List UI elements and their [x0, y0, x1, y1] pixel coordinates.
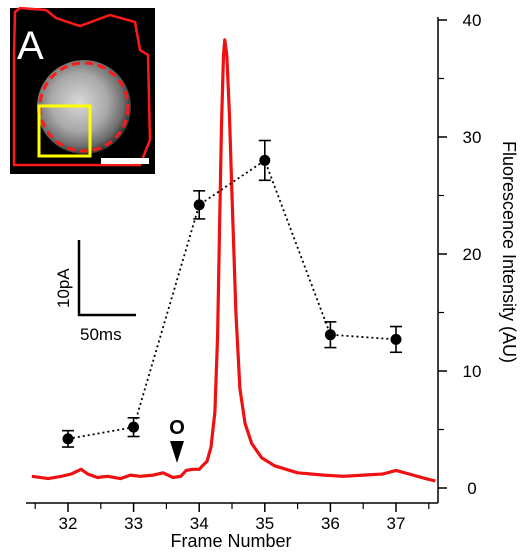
x-ticks: 32 33 34 35 36 37: [34, 503, 430, 533]
x-tick-label: 35: [255, 514, 274, 533]
data-point: [193, 199, 205, 211]
y-tick-label: 30: [463, 128, 482, 147]
fluorescence-series-line: [67, 159, 397, 440]
data-point: [62, 433, 74, 445]
stimulus-marker-label: O: [169, 417, 185, 439]
roi-box: [37, 104, 92, 158]
y-tick-label: 20: [463, 245, 482, 264]
arrowhead-down-icon: [170, 441, 184, 463]
inset-micrograph: A: [10, 6, 155, 174]
cell-outline-dashed: [38, 61, 130, 153]
x-tick-label: 36: [321, 514, 340, 533]
x-tick-label: 32: [59, 514, 78, 533]
current-scale-bar: 10pA 50ms: [54, 240, 136, 344]
data-point: [128, 421, 140, 433]
x-tick-label: 34: [190, 514, 209, 533]
y-tick-label: 0: [467, 479, 476, 498]
x-axis-title: Frame Number: [170, 531, 291, 551]
current-trace-line: [31, 38, 436, 483]
panel-label: A: [17, 24, 44, 68]
y-ticks: 0 10 20 30 40: [438, 11, 481, 498]
stimulus-marker: O: [169, 417, 185, 463]
scale-bar-x-label: 50ms: [80, 325, 122, 344]
x-tick-label: 33: [124, 514, 143, 533]
scale-bar-y-label: 10pA: [54, 268, 73, 308]
image-scale-bar: [101, 158, 149, 164]
data-point: [390, 333, 402, 345]
y-tick-label: 10: [463, 362, 482, 381]
y-axis-title: Fluorescence Intensity (AU): [499, 141, 519, 363]
axes: 32 33 34 35 36 37 0 10 20 30 40 Frame Number Fluo…: [26, 11, 519, 551]
fluorescence-points: [62, 139, 402, 448]
y-tick-label: 40: [463, 11, 482, 30]
data-point: [259, 154, 271, 166]
x-tick-label: 37: [387, 514, 406, 533]
data-point: [324, 329, 336, 341]
